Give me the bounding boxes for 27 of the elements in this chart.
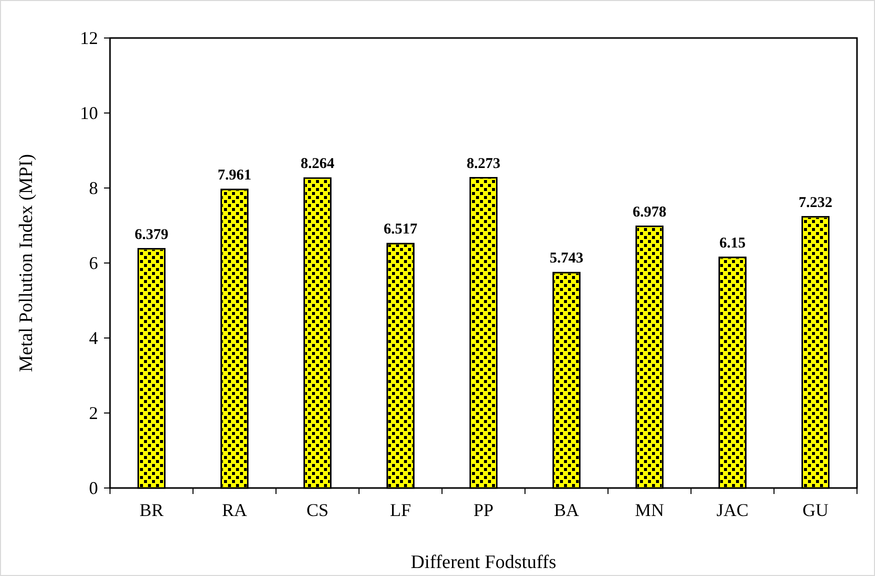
y-axis-title: Metal Pollution Index (MPI) — [16, 154, 37, 372]
data-label: 6.15 — [719, 235, 746, 252]
x-tick-label: GU — [802, 500, 828, 520]
data-label: 7.961 — [218, 167, 252, 184]
data-label: 7.232 — [798, 194, 832, 211]
data-label: 8.273 — [466, 156, 500, 172]
x-tick-label: JAC — [716, 500, 749, 520]
x-tick-label: BR — [139, 500, 164, 520]
x-tick-label: LF — [390, 500, 412, 520]
x-axis-title: Different Fodstuffs — [410, 552, 556, 573]
y-tick-label: 4 — [89, 328, 98, 348]
y-tick-label: 6 — [89, 253, 98, 273]
y-tick-label: 10 — [80, 103, 98, 123]
data-label: 5.743 — [550, 250, 584, 267]
data-label: 6.517 — [384, 222, 418, 238]
data-label: 6.379 — [134, 226, 168, 243]
x-tick-label: PP — [473, 500, 494, 520]
data-label: 8.264 — [300, 156, 335, 172]
y-tick-label: 12 — [80, 28, 98, 48]
x-tick-label: CS — [306, 500, 329, 520]
x-tick-label: RA — [222, 500, 248, 520]
x-tick-label: BA — [554, 500, 580, 520]
x-tick-label: MN — [634, 500, 664, 520]
y-tick-label: 0 — [89, 478, 98, 498]
y-tick-label: 2 — [89, 403, 98, 423]
y-tick-label: 8 — [89, 178, 98, 198]
data-label: 6.978 — [632, 204, 666, 220]
